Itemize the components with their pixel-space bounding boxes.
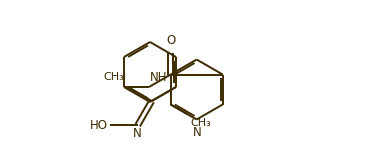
Text: CH₃: CH₃ [190, 117, 211, 128]
Text: NH: NH [150, 71, 167, 84]
Text: CH₃: CH₃ [104, 72, 124, 82]
Text: HO: HO [90, 119, 108, 132]
Text: N: N [193, 126, 202, 140]
Text: N: N [133, 127, 142, 140]
Text: O: O [166, 35, 175, 47]
